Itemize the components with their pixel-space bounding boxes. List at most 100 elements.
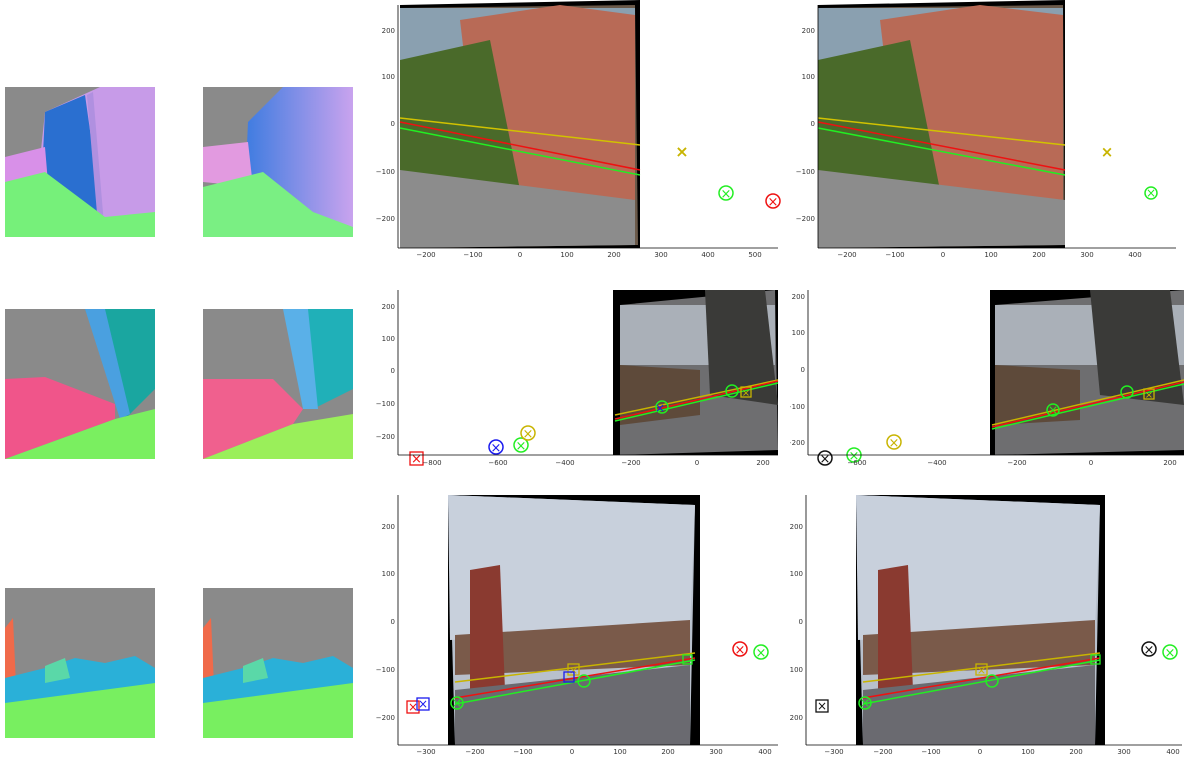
marker-black-circle-x: × xyxy=(1141,641,1157,658)
marker-green-circle-x: × xyxy=(1144,186,1158,200)
x-tick: −100 xyxy=(921,748,940,756)
svg-text:×: × xyxy=(1146,186,1156,200)
y-tick: −200 xyxy=(376,215,395,223)
x-tick: 100 xyxy=(984,251,997,259)
marker-red-box-x: × xyxy=(409,451,424,467)
x-tick: 500 xyxy=(748,251,761,259)
svg-text:×: × xyxy=(768,195,779,210)
scatter-plot-row1-a: × × × −200 −100 0 100 200 300 400 500 20… xyxy=(370,0,786,262)
marker-yellow-box-x: × xyxy=(975,663,988,677)
x-tick: 0 xyxy=(518,251,522,259)
marker-green-circle-x xyxy=(985,674,999,688)
y-tick: −100 xyxy=(376,168,395,176)
y-tick: −200 xyxy=(790,439,805,447)
marker-blue-box-x xyxy=(563,671,575,683)
y-tick: 0 xyxy=(391,120,395,128)
y-tick: 200 xyxy=(382,27,395,35)
marker-green-circle-x xyxy=(655,400,669,414)
svg-text:×: × xyxy=(756,646,767,661)
x-tick: 200 xyxy=(1163,459,1176,467)
marker-blue-x: × xyxy=(655,401,665,415)
x-tick: 0 xyxy=(570,748,574,756)
x-tick: −600 xyxy=(847,459,866,467)
normal-map-gt-row3 xyxy=(5,588,155,738)
y-tick: 100 xyxy=(792,329,805,337)
x-tick: 400 xyxy=(701,251,714,259)
y-tick: 200 xyxy=(802,27,815,35)
scatter-plot-row3-a: × × × × × × −300 −200 −100 0 100 200 300… xyxy=(370,490,786,760)
marker-yellow-circle-x: × xyxy=(886,434,902,451)
svg-text:×: × xyxy=(1101,143,1114,161)
y-tick: 100 xyxy=(802,73,815,81)
svg-text:×: × xyxy=(1165,646,1176,661)
marker-red-circle-x: × xyxy=(765,193,781,210)
x-tick: 100 xyxy=(560,251,573,259)
x-tick: −200 xyxy=(465,748,484,756)
y-tick: 200 xyxy=(792,293,805,301)
scatter-plot-row1-b: × × −200 −100 0 100 200 300 400 200 100 … xyxy=(790,0,1184,262)
x-tick: 400 xyxy=(1128,251,1141,259)
y-tick: −100 xyxy=(790,666,803,674)
marker-green-circle-x: × xyxy=(718,185,734,202)
svg-text:×: × xyxy=(569,664,578,677)
y-tick: 100 xyxy=(790,570,803,578)
marker-yellow-x: × xyxy=(1101,143,1114,161)
y-tick: −100 xyxy=(376,400,395,408)
x-tick: −200 xyxy=(873,748,892,756)
x-tick: 400 xyxy=(1166,748,1179,756)
svg-text:×: × xyxy=(977,664,986,677)
x-tick: −400 xyxy=(555,459,574,467)
y-tick: −100 xyxy=(790,403,805,411)
x-tick: 200 xyxy=(1069,748,1082,756)
marker-red-circle-x: × xyxy=(732,641,748,658)
marker-black-circle-x: × xyxy=(817,450,833,467)
x-tick: −600 xyxy=(488,459,507,467)
svg-text:×: × xyxy=(655,401,665,415)
svg-text:×: × xyxy=(817,699,827,713)
x-tick: −200 xyxy=(837,251,856,259)
x-tick: 100 xyxy=(1021,748,1034,756)
svg-text:×: × xyxy=(1048,403,1058,417)
x-tick: 200 xyxy=(756,459,769,467)
marker-green-circle-x xyxy=(1120,385,1134,399)
y-tick: −100 xyxy=(376,666,395,674)
svg-text:×: × xyxy=(418,697,428,711)
marker-black-box-x: × xyxy=(815,699,829,713)
y-tick: 100 xyxy=(382,73,395,81)
marker-green-box-x xyxy=(682,654,693,665)
normal-map-pred-row1 xyxy=(203,87,353,237)
marker-yellow-x: × xyxy=(675,142,688,161)
marker-green-circle-x: × xyxy=(1046,403,1060,417)
scatter-plot-row2-b: × × × × × −600 −400 −200 0 200 200 100 0… xyxy=(790,285,1184,475)
svg-text:×: × xyxy=(491,441,502,456)
x-tick: −300 xyxy=(824,748,843,756)
x-tick: −400 xyxy=(927,459,946,467)
y-tick: −200 xyxy=(790,714,803,722)
y-tick: −100 xyxy=(796,168,815,176)
x-tick: 200 xyxy=(1032,251,1045,259)
y-tick: 100 xyxy=(382,570,395,578)
marker-yellow-box-x: × xyxy=(1143,388,1155,401)
svg-text:×: × xyxy=(849,449,860,464)
x-tick: 0 xyxy=(978,748,982,756)
marker-green-circle-x: × xyxy=(1162,644,1178,661)
normal-map-gt-row1 xyxy=(5,87,155,237)
y-tick: 0 xyxy=(811,120,815,128)
normal-map-pred-row3 xyxy=(203,588,353,738)
y-tick: 200 xyxy=(790,523,803,531)
y-tick: 0 xyxy=(391,618,395,626)
x-tick: 300 xyxy=(1117,748,1130,756)
marker-green-circle-x xyxy=(725,384,739,398)
svg-text:×: × xyxy=(408,700,418,714)
svg-text:×: × xyxy=(889,436,900,451)
marker-green-circle-x: × xyxy=(858,696,872,710)
marker-yellow-box-x: × xyxy=(740,386,752,399)
normal-map-gt-row2 xyxy=(5,309,155,459)
x-tick: 300 xyxy=(654,251,667,259)
marker-red-box-x: × xyxy=(406,700,420,714)
x-tick: 300 xyxy=(1080,251,1093,259)
x-tick: −200 xyxy=(621,459,640,467)
svg-text:×: × xyxy=(721,187,732,202)
y-tick: 0 xyxy=(391,367,395,375)
y-tick: −200 xyxy=(376,714,395,722)
